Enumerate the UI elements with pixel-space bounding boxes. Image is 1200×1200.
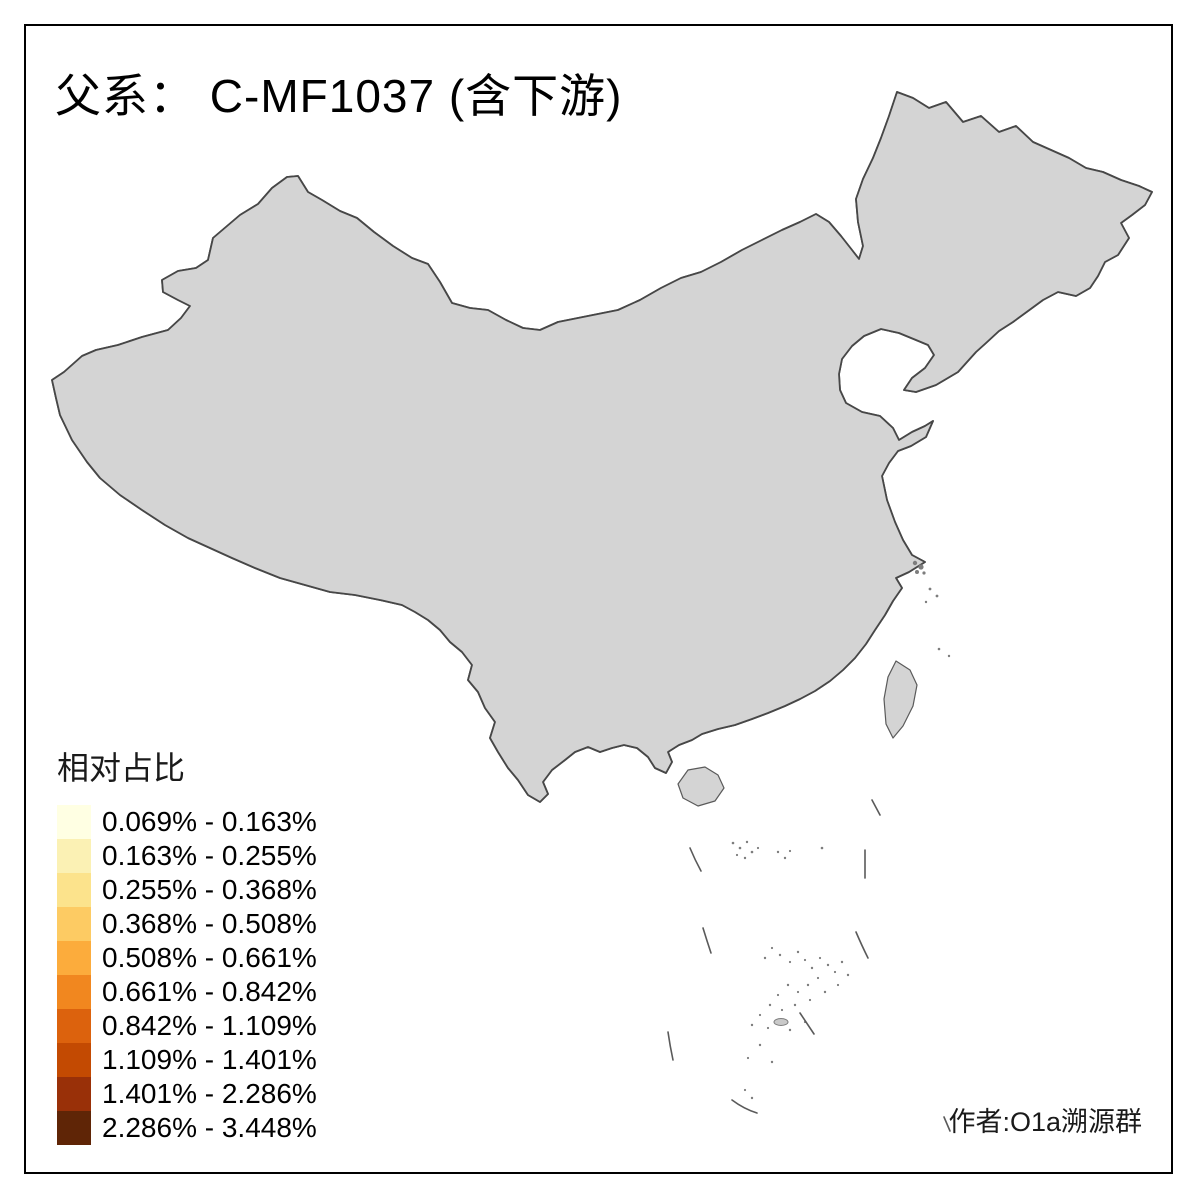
legend: 相对占比 0.069% - 0.163% 0.163% - 0.255% 0.255… [57,743,317,1145]
legend-row: 1.401% - 2.286% [57,1077,317,1111]
legend-row: 0.069% - 0.163% [57,805,317,839]
legend-label: 0.255% - 0.368% [102,874,317,905]
legend-row: 0.368% - 0.508% [57,907,317,941]
legend-label: 1.109% - 1.401% [102,1044,317,1075]
legend-label: 1.401% - 2.286% [102,1078,317,1109]
map-region [837,380,887,402]
legend-row: 0.508% - 0.661% [57,941,317,975]
legend-row: 2.286% - 3.448% [57,1111,317,1145]
legend-swatch [57,839,91,873]
taiwan-island [883,660,918,739]
legend-row: 1.109% - 1.401% [57,1043,317,1077]
nine-dash-line [667,799,951,1132]
legend-label: 0.508% - 0.661% [102,942,317,973]
legend-swatch [57,1077,91,1111]
legend-label: 0.163% - 0.255% [102,840,317,871]
legend-swatch [57,805,91,839]
legend-swatch [57,1111,91,1145]
coastal-and-sea-islands [731,560,951,1100]
legend-title: 相对占比 [57,750,186,786]
legend-row: 0.255% - 0.368% [57,873,317,907]
legend-label: 2.286% - 3.448% [102,1112,317,1143]
country-border-overlay [51,91,1153,803]
page-title: 父系： C-MF1037 (含下游) [55,70,623,122]
legend-row: 0.661% - 0.842% [57,975,317,1009]
legend-swatch [57,1009,91,1043]
legend-swatch [57,907,91,941]
legend-label: 0.069% - 0.163% [102,806,317,837]
legend-row: 0.163% - 0.255% [57,839,317,873]
legend-label: 0.368% - 0.508% [102,908,317,939]
legend-label: 0.661% - 0.842% [102,976,317,1007]
legend-swatch [57,873,91,907]
legend-swatch [57,941,91,975]
legend-label: 0.842% - 1.109% [102,1010,317,1041]
hainan-island [677,766,725,807]
legend-swatch [57,1043,91,1077]
legend-swatch [57,975,91,1009]
legend-rows: 0.069% - 0.163% 0.163% - 0.255% 0.255% - 0… [57,805,317,1145]
attribution-text: 作者:O1a溯源群 [948,1107,1142,1137]
legend-row: 0.842% - 1.109% [57,1009,317,1043]
